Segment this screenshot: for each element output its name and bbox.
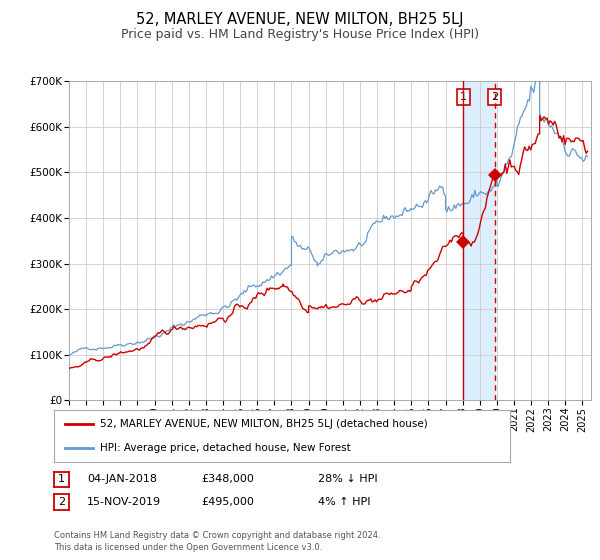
Text: 04-JAN-2018: 04-JAN-2018 (87, 474, 157, 484)
Text: 1: 1 (58, 474, 65, 484)
Text: Contains HM Land Registry data © Crown copyright and database right 2024.: Contains HM Land Registry data © Crown c… (54, 531, 380, 540)
Text: 1: 1 (460, 92, 467, 102)
Text: Price paid vs. HM Land Registry's House Price Index (HPI): Price paid vs. HM Land Registry's House … (121, 28, 479, 41)
Text: £495,000: £495,000 (201, 497, 254, 507)
Text: 2: 2 (491, 92, 499, 102)
Text: 28% ↓ HPI: 28% ↓ HPI (318, 474, 377, 484)
Text: 2: 2 (58, 497, 65, 507)
Bar (463, 81, 495, 400)
Text: HPI: Average price, detached house, New Forest: HPI: Average price, detached house, New … (100, 443, 350, 453)
Text: This data is licensed under the Open Government Licence v3.0.: This data is licensed under the Open Gov… (54, 543, 322, 552)
Text: £348,000: £348,000 (201, 474, 254, 484)
Text: 4% ↑ HPI: 4% ↑ HPI (318, 497, 371, 507)
Text: 52, MARLEY AVENUE, NEW MILTON, BH25 5LJ (detached house): 52, MARLEY AVENUE, NEW MILTON, BH25 5LJ … (100, 419, 427, 430)
Text: 15-NOV-2019: 15-NOV-2019 (87, 497, 161, 507)
Text: 52, MARLEY AVENUE, NEW MILTON, BH25 5LJ: 52, MARLEY AVENUE, NEW MILTON, BH25 5LJ (136, 12, 464, 27)
